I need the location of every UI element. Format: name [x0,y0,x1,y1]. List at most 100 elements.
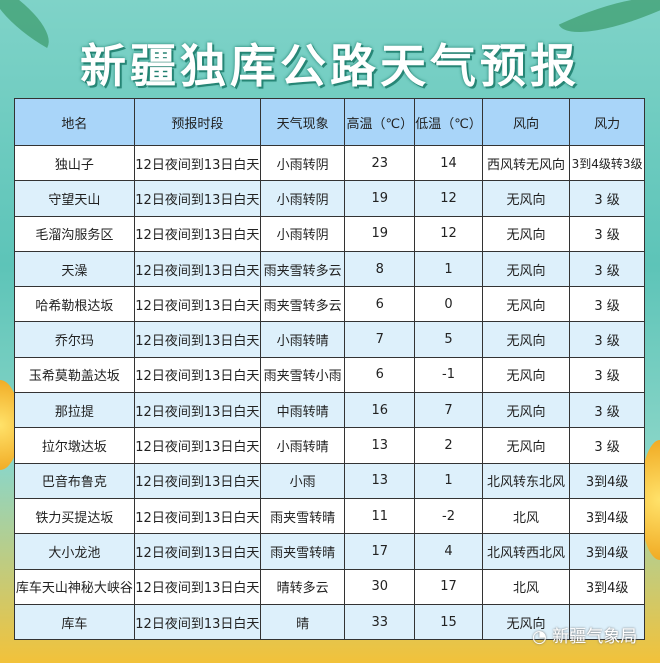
table-row: 大小龙池 12日夜间到13日白天 雨夹雪转晴 17 4 北风转西北风 3到4级 [14,533,645,570]
table-cell: 北风转东北风 [481,462,571,499]
table-cell: 12日夜间到13日白天 [133,144,261,182]
table-cell: 小雨转阴 [259,144,346,182]
table-header: 地名 预报时段 天气现象 高温（℃） 低温（℃） 风向 风力 [14,98,645,146]
table-cell: 12日夜间到13日白天 [133,250,261,288]
table-cell: 雨夹雪转多云 [259,250,346,288]
table-cell: 8 [344,250,416,288]
table-cell: 3到4级 [569,533,645,570]
table-cell: 12 [414,180,483,217]
table-cell: 大小龙池 [14,533,135,570]
table-cell: 3 级 [569,427,645,464]
table-cell: 北风 [481,568,571,605]
table-cell: 独山子 [14,144,135,182]
table-cell: 3到4级转3级 [569,144,645,182]
table-cell: 3 级 [569,250,645,288]
table-cell: 12日夜间到13日白天 [133,427,261,464]
table-cell: 12日夜间到13日白天 [133,356,261,394]
table-cell: 小雨转晴 [259,427,346,464]
table-cell: 拉尔墩达坂 [14,427,135,464]
column-header: 地名 [14,98,135,146]
table-cell: 12日夜间到13日白天 [133,180,261,217]
table-cell: 12日夜间到13日白天 [133,533,261,570]
table-cell: -1 [414,356,483,394]
table-cell: 15 [414,603,483,641]
forecast-table: 地名 预报时段 天气现象 高温（℃） 低温（℃） 风向 风力 独山子 12日夜间到13日白天小… [14,98,645,641]
table-cell: 16 [344,392,416,429]
table-cell: 小雨转阴 [259,180,346,217]
table-cell: 3到4级 [569,568,645,605]
watermark-text: 新疆气象局 [552,627,638,647]
table-cell: 4 [414,533,483,570]
table-cell: 1 [414,250,483,288]
table-cell: 哈希勒根达坂 [14,286,135,323]
page-title: 新疆独库公路天气预报 [80,39,580,93]
table-cell: 3 级 [569,356,645,394]
table-cell: 小雨转晴 [259,321,346,358]
table-row: 玉希莫勒盖达坂 12日夜间到13日白天 雨夹雪转小雨 6 -1 无风向 3 级 [14,356,645,394]
watermark: ◔ 新疆气象局 [532,627,638,647]
table-cell: 3 级 [569,215,645,252]
table-cell: 小雨 [259,462,346,499]
table-cell: 12日夜间到13日白天 [133,497,261,535]
table-cell: 11 [344,497,416,535]
table-cell: 19 [344,180,416,217]
table-cell: 3 级 [569,286,645,323]
table-cell: 6 [344,356,416,394]
table-row: 天澡 12日夜间到13日白天 雨夹雪转多云 8 1 无风向 3 级 [14,250,645,288]
table-row: 巴音布鲁克 12日夜间到13日白天 小雨 13 1 北风转东北风 3到4级 [14,462,645,499]
table-cell: 3 级 [569,180,645,217]
table-cell: 那拉提 [14,392,135,429]
table-cell: 6 [344,286,416,323]
table-row: 乔尔玛 12日夜间到13日白天 小雨转晴 7 5 无风向 3 级 [14,321,645,358]
table-cell: 雨夹雪转多云 [259,286,346,323]
table-cell: 玉希莫勒盖达坂 [14,356,135,394]
table-cell: 7 [344,321,416,358]
table-cell: 3到4级 [569,497,645,535]
table-cell: 12日夜间到13日白天 [133,215,261,252]
table-cell: 守望天山 [14,180,135,217]
table-cell: 12日夜间到13日白天 [133,286,261,323]
table-cell: 1 [414,462,483,499]
table-cell: 无风向 [481,321,571,358]
table-cell: 库车天山神秘大峡谷 [14,568,135,605]
table-cell: 雨夹雪转晴 [259,497,346,535]
table-row: 拉尔墩达坂 12日夜间到13日白天 小雨转晴 13 2 无风向 3 级 [14,427,645,464]
table-cell: 无风向 [481,215,571,252]
table-cell: 30 [344,568,416,605]
table-cell: 3到4级 [569,462,645,499]
table-cell: 无风向 [481,356,571,394]
table-row: 那拉提 12日夜间到13日白天 中雨转晴 16 7 无风向 3 级 [14,392,645,429]
column-header: 天气现象 [259,98,346,146]
table-cell: 天澡 [14,250,135,288]
table-row: 毛溜沟服务区 12日夜间到13日白天 小雨转阴 19 12 无风向 3 级 [14,215,645,252]
table-cell: 17 [344,533,416,570]
table-cell: 12日夜间到13日白天 [133,321,261,358]
table-cell: 5 [414,321,483,358]
table-row: 铁力买提达坂 12日夜间到13日白天 雨夹雪转晴 11 -2 北风 3到4级 [14,497,645,535]
table-cell: 19 [344,215,416,252]
table-cell: 12日夜间到13日白天 [133,462,261,499]
table-cell: 库车 [14,603,135,641]
table-cell: 小雨转阴 [259,215,346,252]
table-cell: 西风转无风向 [481,144,571,182]
table-cell [569,603,645,641]
table-cell: 无风向 [481,427,571,464]
table-cell: 北风转西北风 [481,533,571,570]
table-cell: 中雨转晴 [259,392,346,429]
table-cell: 12日夜间到13日白天 [133,392,261,429]
table-row: 库车天山神秘大峡谷 12日夜间到13日白天 晴转多云 30 17 北风 3到4级 [14,568,645,605]
table-cell: 7 [414,392,483,429]
table-cell: 巴音布鲁克 [14,462,135,499]
table-row: 哈希勒根达坂 12日夜间到13日白天 雨夹雪转多云 6 0 无风向 3 级 [14,286,645,323]
column-header: 风力 [569,98,645,146]
column-header: 低温（℃） [414,98,483,146]
table-cell: 毛溜沟服务区 [14,215,135,252]
table-cell: 14 [414,144,483,182]
table-cell: 12日夜间到13日白天 [133,603,261,641]
table-cell: 晴转多云 [259,568,346,605]
table-cell: 12 [414,215,483,252]
table-cell: 0 [414,286,483,323]
table-cell: 23 [344,144,416,182]
table-cell: 12日夜间到13日白天 [133,568,261,605]
table-cell: 晴 [259,603,346,641]
